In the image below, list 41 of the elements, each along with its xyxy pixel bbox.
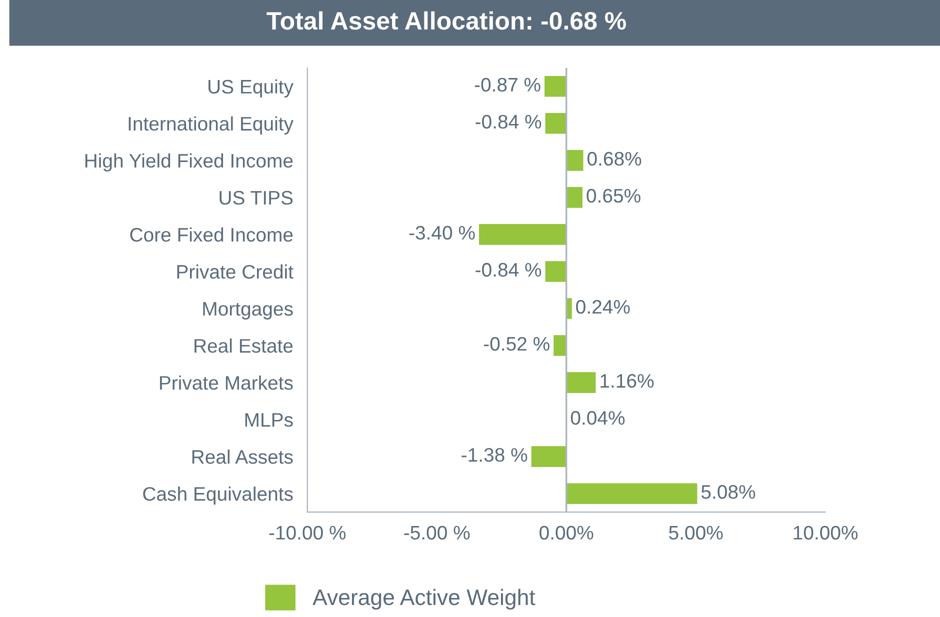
y-tick-label: Private Credit: [177, 264, 294, 279]
bar: [530, 444, 568, 468]
data-label: 0.65%: [586, 188, 640, 203]
data-label: 0.68%: [587, 152, 642, 166]
data-label: -0.84 %: [476, 262, 542, 277]
bar: [544, 260, 568, 284]
bar: [566, 148, 585, 172]
data-label: -3.40 %: [409, 226, 475, 240]
y-tick-label: US Equity: [208, 79, 294, 98]
bar: [552, 334, 568, 358]
data-label: 1.16%: [600, 374, 654, 388]
data-label: -1.38 %: [462, 448, 528, 462]
y-tick-label: Cash Equivalents: [143, 486, 293, 505]
y-tick-label: Private Markets: [160, 375, 293, 390]
data-label: 5.08%: [701, 485, 756, 499]
x-tick-label: 10.00%: [794, 526, 858, 540]
x-tick-label: -10.00 %: [269, 526, 346, 540]
y-tick-label: High Yield Fixed Income: [85, 153, 293, 172]
data-label: 0.24%: [576, 300, 630, 314]
data-label: -0.52 %: [484, 336, 550, 351]
y-tick-label: Core Fixed Income: [130, 227, 293, 242]
chart-title: Total Asset Allocation: -0.68 %: [266, 11, 626, 30]
bar: [544, 112, 568, 136]
legend-label: Average Active Weight: [312, 588, 536, 610]
y-tick-label: MLPs: [245, 413, 293, 427]
y-tick-label: International Equity: [128, 116, 294, 134]
data-label: 0.04%: [570, 411, 625, 425]
bar: [566, 482, 699, 506]
x-tick-label: -5.00 %: [404, 526, 470, 540]
y-tick-label: Real Assets: [192, 450, 293, 464]
bar: [566, 186, 584, 210]
y-tick-label: Real Estate: [194, 338, 293, 353]
x-tick-label: 0.00%: [540, 526, 594, 540]
bar: [566, 370, 598, 394]
x-tick-label: 5.00%: [669, 526, 723, 540]
data-label: -0.84 %: [476, 114, 542, 129]
bar: [478, 222, 568, 246]
data-label: -0.87 %: [474, 78, 540, 92]
y-tick-label: Mortgages: [203, 302, 293, 320]
bar: [543, 74, 568, 98]
y-tick-label: US TIPS: [220, 190, 293, 205]
